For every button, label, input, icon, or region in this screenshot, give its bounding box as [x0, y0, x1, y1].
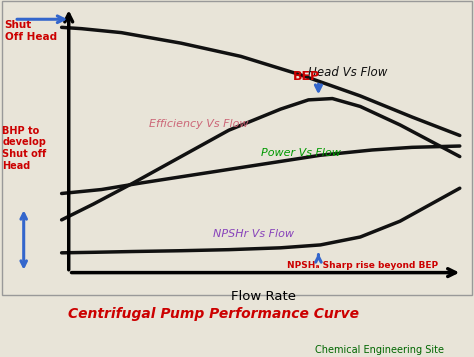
Text: BEP: BEP	[293, 70, 320, 83]
Text: NPSHr Vs Flow: NPSHr Vs Flow	[213, 228, 294, 238]
Text: Efficiency Vs Flow: Efficiency Vs Flow	[149, 119, 249, 129]
Text: Shut
Off Head: Shut Off Head	[5, 20, 57, 42]
Text: Head Vs Flow: Head Vs Flow	[309, 66, 388, 79]
Text: Flow Rate: Flow Rate	[230, 290, 296, 303]
Text: BHP to
develop
Shut off
Head: BHP to develop Shut off Head	[2, 126, 46, 171]
Text: Centrifugal Pump Performance Curve: Centrifugal Pump Performance Curve	[68, 307, 359, 321]
Text: Chemical Engineering Site: Chemical Engineering Site	[315, 345, 444, 355]
Text: Power Vs Flow: Power Vs Flow	[261, 147, 341, 157]
Text: NPSHₐ Sharp rise beyond BEP: NPSHₐ Sharp rise beyond BEP	[287, 261, 438, 270]
